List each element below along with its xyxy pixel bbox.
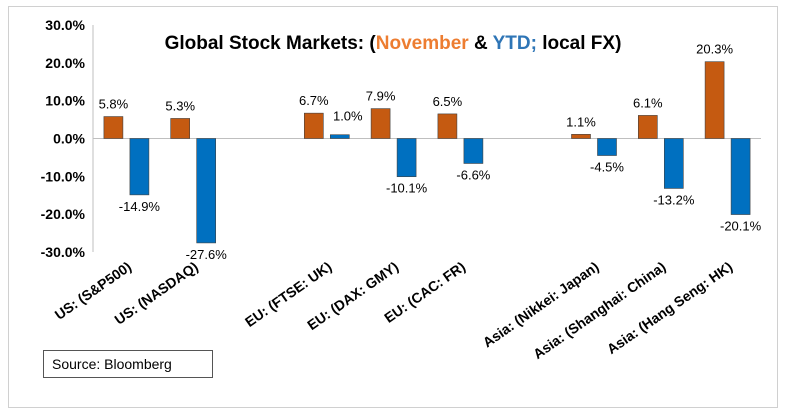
bar-november	[303, 112, 324, 139]
source-note: Source: Bloomberg	[43, 350, 213, 378]
chart-title-part-3: YTD;	[493, 33, 537, 54]
bar-chart: Global Stock Markets: (November & YTD; l…	[41, 17, 762, 362]
data-label: 5.3%	[165, 98, 195, 113]
chart-title-part-2: &	[469, 33, 493, 54]
y-tick-label: 30.0%	[45, 17, 85, 33]
y-tick-label: -20.0%	[41, 206, 86, 222]
chart-frame: Global Stock Markets: (November & YTD; l…	[8, 6, 778, 408]
data-label: 1.1%	[566, 114, 596, 129]
chart-title-part-1: November	[376, 33, 470, 54]
data-label: 6.1%	[633, 95, 663, 110]
bar-november	[370, 108, 391, 139]
data-label: 7.9%	[366, 89, 396, 104]
bar-november	[704, 61, 725, 139]
y-tick-label: 10.0%	[45, 93, 85, 109]
data-label: 1.0%	[333, 109, 363, 124]
data-label: -10.1%	[386, 181, 428, 196]
category-label: Asia: (Nikkei: Japan)	[480, 258, 602, 350]
bar-ytd	[196, 138, 216, 244]
bar-november	[103, 116, 124, 139]
y-tick-label: 0.0%	[53, 131, 85, 147]
y-tick-label: -30.0%	[41, 244, 86, 260]
category-label: Asia: (Hang Seng: HK)	[604, 258, 736, 357]
bar-november	[571, 134, 591, 139]
bar-ytd	[663, 138, 684, 189]
data-label: -14.9%	[119, 199, 161, 214]
data-label: -13.2%	[653, 192, 695, 207]
y-tick-label: -10.0%	[41, 168, 86, 184]
data-label: 6.7%	[299, 93, 329, 108]
chart-title-part-0: Global Stock Markets: (	[165, 33, 377, 54]
chart-title-part-4: local FX)	[537, 33, 621, 54]
bar-ytd	[396, 138, 417, 178]
data-label: -6.6%	[456, 167, 490, 182]
data-label: 5.8%	[99, 97, 129, 112]
bar-november	[437, 113, 458, 139]
bar-ytd	[329, 134, 350, 139]
bar-ytd	[463, 138, 484, 164]
y-tick-label: 20.0%	[45, 55, 85, 71]
data-label: 20.3%	[696, 42, 733, 57]
bar-november	[637, 115, 658, 139]
category-label: Asia: (Shanghai: China)	[530, 258, 669, 362]
bar-november	[170, 118, 190, 139]
data-label: -20.1%	[720, 219, 762, 234]
bar-ytd	[597, 138, 617, 156]
data-label: -27.6%	[186, 247, 228, 262]
bar-ytd	[129, 138, 150, 196]
data-label: 6.5%	[433, 94, 463, 109]
chart-title: Global Stock Markets: (November & YTD; l…	[165, 33, 622, 54]
bar-ytd	[730, 138, 751, 215]
data-label: -4.5%	[590, 160, 624, 175]
